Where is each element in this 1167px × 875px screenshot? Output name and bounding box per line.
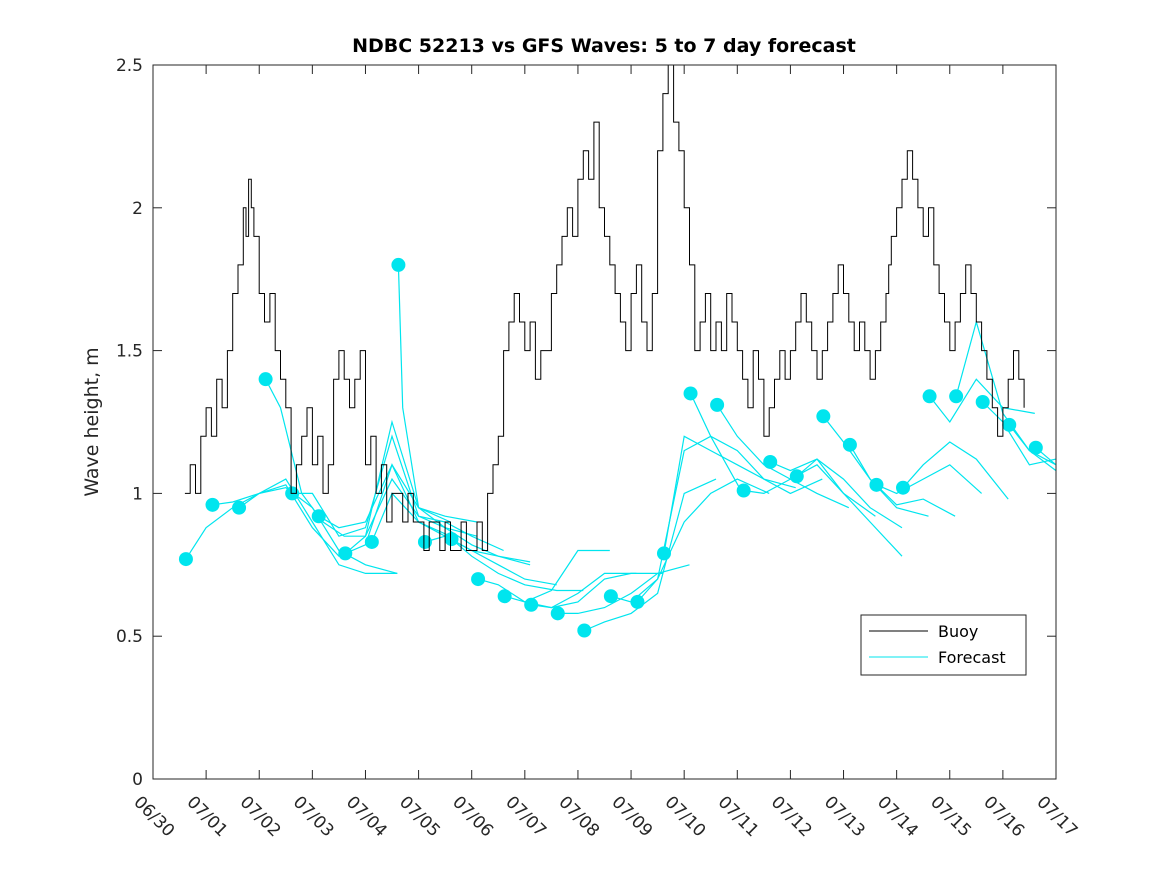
legend-buoy-label: Buoy — [938, 622, 978, 641]
x-tick-label: 07/03 — [289, 792, 338, 841]
forecast-point — [205, 497, 220, 512]
forecast-line — [451, 538, 584, 592]
y-axis-label: Wave height, m — [81, 347, 103, 496]
y-tick-label: 1.5 — [116, 342, 143, 362]
forecast-line — [424, 535, 557, 586]
x-tick-label: 07/06 — [448, 792, 497, 841]
forecast-line — [982, 401, 1057, 466]
forecast-point — [816, 409, 831, 424]
forecast-line — [690, 393, 823, 495]
forecast-point — [364, 534, 379, 549]
forecast-point — [683, 386, 698, 401]
forecast-point — [338, 546, 353, 561]
y-tick-label: 2.5 — [116, 56, 143, 76]
forecast-line — [344, 477, 504, 554]
forecast-point — [630, 594, 645, 609]
x-tick-label: 07/08 — [554, 792, 603, 841]
forecast-point — [577, 623, 592, 638]
forecast-point — [869, 477, 884, 492]
forecast-line — [292, 434, 478, 537]
y-tick-label: 0.5 — [116, 627, 143, 647]
forecast-point — [178, 552, 193, 567]
x-tick-label: 07/13 — [820, 792, 869, 841]
forecast-point — [444, 532, 459, 547]
legend-forecast-label: Forecast — [938, 648, 1006, 667]
x-tick-label: 07/10 — [661, 792, 710, 841]
forecast-point — [1028, 440, 1043, 455]
forecast-point — [497, 589, 512, 604]
forecast-point — [710, 397, 725, 412]
forecast-point — [603, 589, 618, 604]
x-tick-label: 07/04 — [342, 792, 391, 841]
forecast-line — [876, 464, 983, 495]
forecast-start-markers — [178, 257, 1043, 638]
forecast-point — [656, 546, 671, 561]
forecast-point — [1002, 417, 1017, 432]
forecast-point — [949, 389, 964, 404]
x-tick-label: 07/05 — [395, 792, 444, 841]
forecast-line — [849, 444, 956, 517]
x-tick-label: 07/17 — [1032, 792, 1081, 841]
forecast-point — [311, 509, 326, 524]
x-tick-label: 07/07 — [501, 792, 550, 841]
x-tick-label: 07/14 — [873, 792, 922, 841]
forecast-line — [212, 478, 398, 575]
x-tick-label: 07/01 — [183, 792, 232, 841]
forecast-point — [471, 572, 486, 587]
forecast-line — [318, 463, 478, 529]
x-tick-label: 07/12 — [767, 792, 816, 841]
forecast-point — [550, 606, 565, 621]
y-tick-label: 0 — [132, 770, 143, 790]
forecast-point — [232, 500, 247, 515]
forecast-point — [524, 597, 539, 612]
buoy-line — [184, 64, 1025, 551]
forecast-line — [477, 549, 610, 603]
y-tick-label: 2 — [132, 199, 143, 219]
buoy-series — [184, 64, 1025, 551]
x-tick-label: 07/15 — [926, 792, 975, 841]
forecast-line — [1008, 424, 1057, 472]
y-tick-label: 1 — [132, 484, 143, 504]
x-tick-label: 07/09 — [608, 792, 657, 841]
forecast-point — [922, 389, 937, 404]
legend: Buoy Forecast — [860, 614, 1027, 676]
forecast-point — [975, 395, 990, 410]
forecast-point — [391, 257, 406, 272]
forecast-point — [258, 372, 273, 387]
y-axis-ticks: 0 0.5 1 1.5 2 2.5 — [116, 56, 1056, 790]
forecast-point — [763, 454, 778, 469]
forecast-line — [769, 458, 903, 529]
forecast-line — [531, 572, 663, 609]
plot-frame — [152, 64, 1057, 780]
forecast-line — [185, 487, 398, 574]
forecast-point — [736, 483, 751, 498]
forecast-line — [265, 378, 451, 537]
forecast-point — [842, 437, 857, 452]
x-tick-label: 07/16 — [979, 792, 1028, 841]
x-tick-label: 07/11 — [714, 792, 763, 841]
legend-box — [860, 614, 1027, 676]
x-tick-label: 06/30 — [129, 792, 178, 841]
forecast-line — [929, 378, 1035, 424]
forecast-line — [743, 464, 876, 517]
x-tick-label: 07/02 — [236, 792, 285, 841]
forecast-point — [417, 534, 432, 549]
forecast-point — [896, 480, 911, 495]
forecast-point — [789, 469, 804, 484]
forecast-line — [716, 404, 850, 509]
forecast-line — [796, 458, 903, 557]
chart-title: NDBC 52213 vs GFS Waves: 5 to 7 day fore… — [352, 35, 856, 57]
forecast-line — [663, 435, 796, 554]
forecast-line — [636, 478, 770, 603]
forecast-line — [902, 441, 1009, 500]
forecast-line — [584, 478, 717, 632]
forecast-line — [504, 572, 637, 609]
